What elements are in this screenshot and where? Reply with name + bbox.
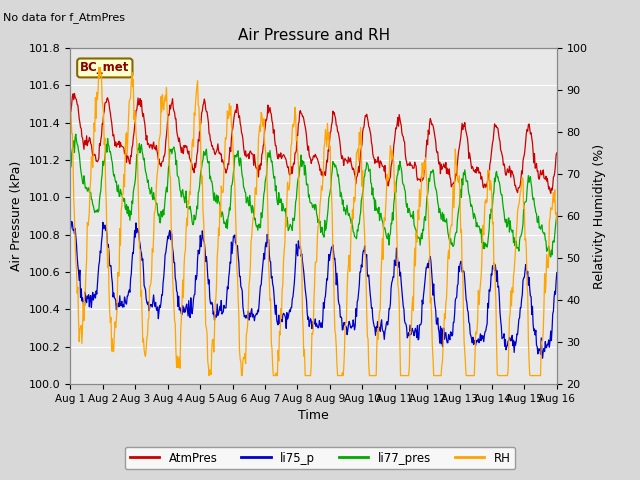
- Title: Air Pressure and RH: Air Pressure and RH: [237, 28, 390, 43]
- Text: No data for f_AtmPres: No data for f_AtmPres: [3, 12, 125, 23]
- Y-axis label: Air Pressure (kPa): Air Pressure (kPa): [10, 161, 24, 271]
- Text: BC_met: BC_met: [80, 61, 129, 74]
- X-axis label: Time: Time: [298, 409, 329, 422]
- Legend: AtmPres, li75_p, li77_pres, RH: AtmPres, li75_p, li77_pres, RH: [125, 447, 515, 469]
- Y-axis label: Relativity Humidity (%): Relativity Humidity (%): [593, 144, 606, 288]
